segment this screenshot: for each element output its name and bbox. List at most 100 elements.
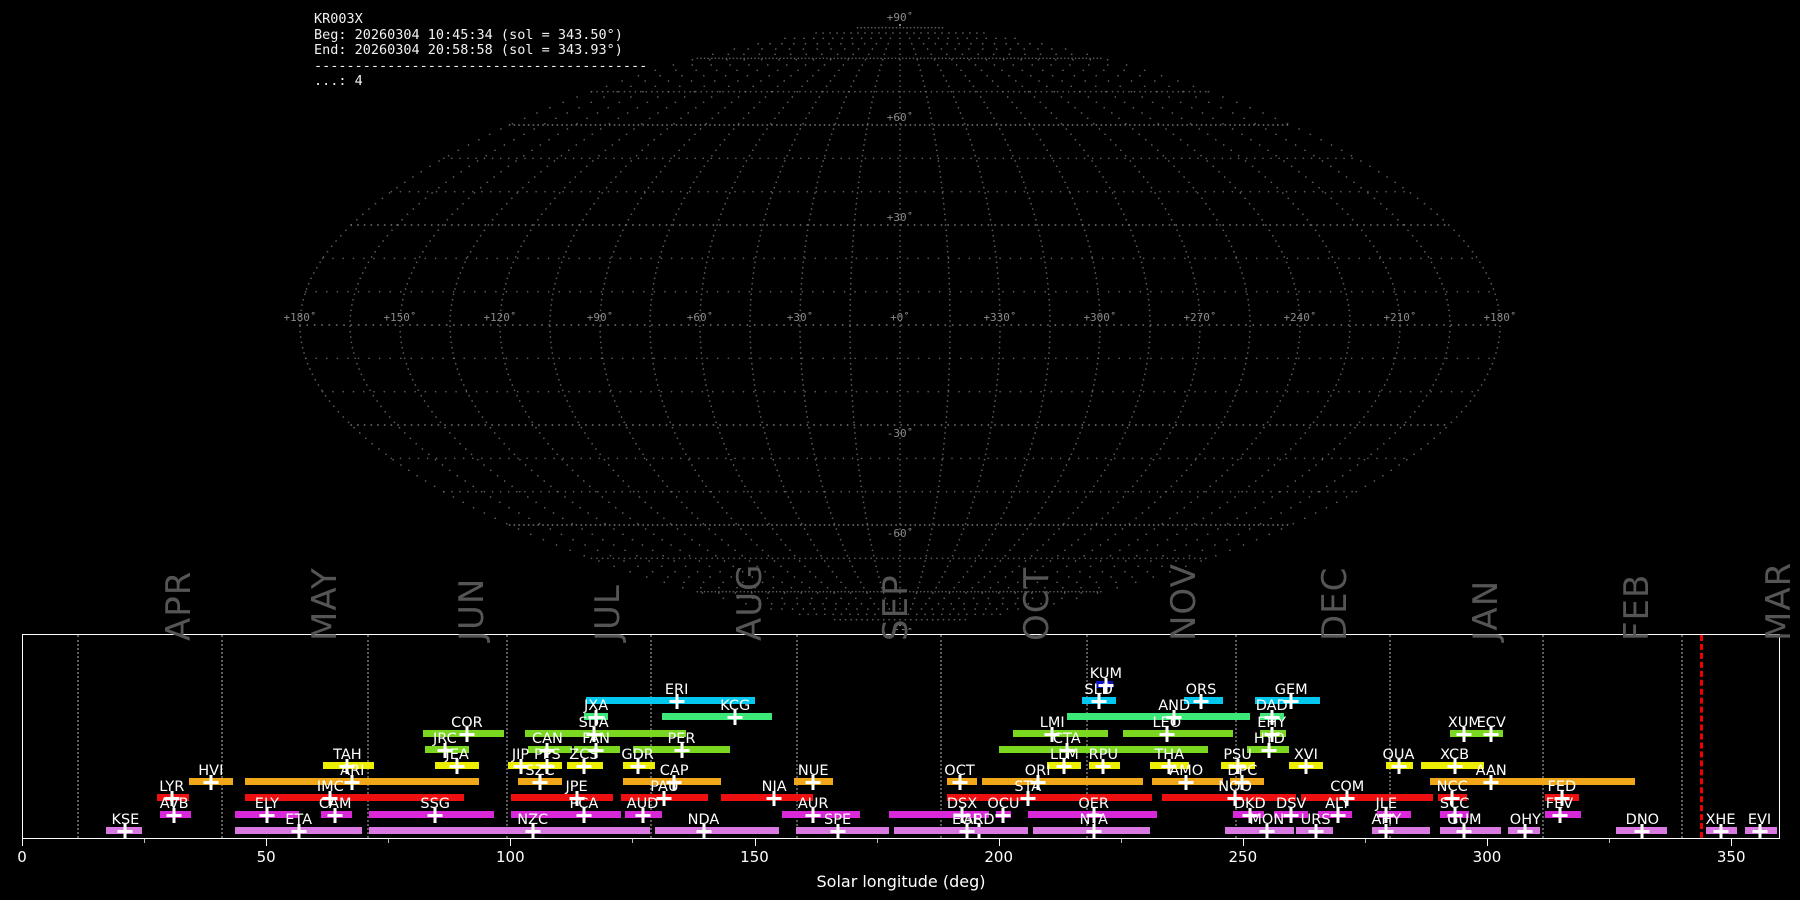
shower-peak-marker-h — [513, 765, 528, 768]
shower-bar[interactable] — [947, 794, 1153, 802]
shower-peak-marker-h — [669, 700, 685, 704]
shower-activity-panel[interactable]: APR MAY JUN JUL AUG SEP OCT NOV DEC JAN FEB MAR KUM E… — [22, 562, 1799, 839]
shower-peak-marker-h — [344, 781, 360, 785]
shower-code-label: DNO — [1625, 811, 1660, 828]
shower-code-label: NZC — [517, 811, 549, 828]
shower-bar[interactable] — [510, 810, 621, 818]
shower-peak-marker-h — [1091, 700, 1107, 704]
shower-code-label: EGE — [952, 811, 982, 828]
shower-code-label: NCC — [1436, 779, 1468, 796]
shower-peak-marker-h — [1713, 829, 1728, 833]
x-axis-tick-label: 350 — [1716, 848, 1746, 866]
shower-peak-marker-h — [427, 813, 443, 817]
shower-peak-marker-h — [1456, 829, 1472, 833]
shower-peak-marker-h — [1234, 781, 1250, 785]
header-count: ...: 4 — [314, 73, 363, 90]
shower-peak-marker-h — [1517, 829, 1533, 833]
sky-grid — [299, 24, 1501, 626]
shower-bar[interactable] — [998, 745, 1209, 753]
sky-map[interactable]: +180˚ +150˚ +120˚ +90˚ +60˚ +30˚ +0˚ +330˚ +300˚… — [0, 0, 1800, 630]
shower-plot-area: APR MAY JUN JUL AUG SEP OCT NOV DEC JAN FEB MAR KUM E… — [23, 562, 1799, 839]
shower-code-label: AND — [1158, 698, 1191, 715]
shower-peak-marker-h — [1339, 797, 1355, 801]
shower-peak-marker-h — [1086, 829, 1102, 833]
shower-bar[interactable] — [662, 713, 772, 721]
month-label: JAN — [1466, 579, 1507, 641]
shower-peak-marker-h — [1178, 781, 1194, 785]
shower-bar[interactable] — [981, 778, 1143, 786]
shower-peak-marker-h — [995, 813, 1011, 817]
shower-code-label: AAN — [1475, 763, 1507, 780]
shower-code-label: NDA — [687, 811, 720, 828]
x-axis-tick — [754, 839, 756, 846]
shower-code-label: OCU — [987, 795, 1020, 812]
shower-bar[interactable] — [1013, 729, 1109, 737]
shower-code-label: FED — [1547, 779, 1577, 796]
month-label: MAY — [305, 567, 346, 641]
shower-peak-marker-h — [635, 813, 650, 817]
shower-bar[interactable] — [1301, 794, 1433, 802]
shower-peak-marker-h — [1059, 748, 1075, 752]
shower-code-label: ELY — [254, 795, 279, 812]
shower-code-label: PAU — [650, 779, 679, 796]
shower-code-label: RPU — [1088, 747, 1119, 763]
shower-code-label: NIA — [761, 779, 787, 796]
month-separator — [1681, 635, 1684, 838]
shower-peak-marker-h — [1020, 797, 1036, 801]
month-label: MAR — [1758, 561, 1799, 641]
shower-code-label: IMC — [316, 779, 344, 796]
x-axis-tick-label: 150 — [740, 848, 769, 866]
shower-bar[interactable] — [244, 794, 465, 802]
shower-code-label: COM — [1330, 779, 1365, 796]
shower-code-label: ALY — [1325, 795, 1351, 812]
shower-code-label: ERI — [664, 682, 689, 699]
month-label: JUN — [451, 577, 492, 641]
shower-code-label: OER — [1078, 795, 1110, 812]
x-axis-minor-tick — [388, 839, 390, 843]
shower-code-label: FAN — [582, 730, 610, 747]
shower-bar[interactable] — [525, 729, 687, 737]
shower-peak-marker-h — [1264, 732, 1280, 736]
shower-peak-marker-h — [1634, 829, 1650, 833]
shower-peak-marker-h — [322, 797, 338, 801]
shower-bar[interactable] — [244, 778, 479, 786]
month-separator — [76, 635, 79, 838]
shower-peak-marker-h — [1554, 797, 1570, 801]
shower-code-label: DSV — [1276, 795, 1307, 812]
month-separator — [220, 635, 223, 838]
shower-bar[interactable] — [1371, 826, 1431, 834]
shower-bar[interactable] — [654, 826, 780, 834]
header-end: End: 20260304 20:58:58 (sol = 343.93°) — [314, 42, 623, 59]
month-separator — [366, 635, 369, 838]
shower-peak-marker-h — [569, 797, 585, 801]
shower-code-label: JPE — [565, 779, 588, 796]
shower-peak-marker-h — [805, 813, 821, 817]
shower-peak-marker-h — [1056, 765, 1072, 768]
x-axis-tick-label: 250 — [1228, 848, 1258, 866]
x-axis-minor-tick — [1120, 839, 1122, 843]
shower-peak-marker-h — [339, 765, 355, 768]
shower-code-label: PPS — [534, 747, 561, 763]
shower-bar[interactable] — [1122, 729, 1233, 737]
shower-peak-marker-h — [954, 813, 970, 817]
shower-bar[interactable] — [957, 826, 1028, 834]
shower-peak-marker-h — [1166, 716, 1182, 720]
shower-bar[interactable] — [888, 810, 989, 818]
shower-code-label: GUM — [1447, 811, 1482, 828]
shower-bar[interactable] — [1066, 713, 1250, 721]
shower-code-label: XHE — [1705, 811, 1736, 828]
shower-peak-marker-h — [1330, 813, 1346, 817]
shower-bar[interactable] — [510, 794, 614, 802]
shower-peak-marker-h — [1230, 765, 1246, 768]
shower-peak-marker-h — [656, 797, 672, 801]
month-label: OCT — [1017, 566, 1058, 641]
shower-bar[interactable] — [369, 826, 650, 834]
shower-code-label: SLD — [1084, 682, 1113, 699]
shower-code-label: AUR — [797, 795, 829, 812]
shower-code-label: LEO — [1152, 714, 1182, 731]
shower-code-label: AVB — [159, 795, 189, 812]
shower-peak-marker-h — [576, 765, 592, 768]
x-axis-tick-label: 0 — [17, 848, 27, 866]
shower-bar[interactable] — [1430, 778, 1636, 786]
shower-bar[interactable] — [893, 826, 994, 834]
